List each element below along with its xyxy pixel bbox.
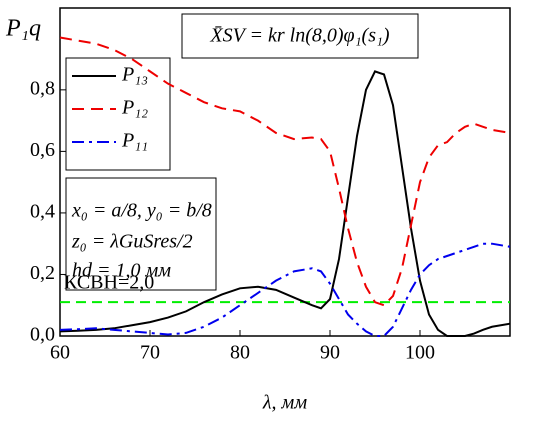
x-tick-label: 60 <box>50 342 70 364</box>
y-tick-label: 0,0 <box>30 324 55 346</box>
formula: X̄SV = kr ln(8,0)φ₁(s₁) <box>209 25 390 47</box>
plot-frame <box>59 7 511 337</box>
x-tick-label: 70 <box>140 342 160 364</box>
threshold-label: КСВН=2,0 <box>64 272 154 294</box>
y-tick-label: 0,4 <box>30 201 55 223</box>
formula-box <box>181 13 419 59</box>
param: z₀ = λGuSres/2 <box>71 231 193 253</box>
legend-label: P₁₃ <box>121 64 148 86</box>
x-axis-label: λ, мм <box>262 392 307 414</box>
y-tick-label: 0,8 <box>30 77 55 99</box>
x-tick-label: 90 <box>320 342 340 364</box>
legend-label: P₁₂ <box>121 97 148 119</box>
x-tick-label: 80 <box>230 342 250 364</box>
y-tick-label: 0,6 <box>30 139 55 161</box>
params-box <box>65 177 217 291</box>
legend-label: P₁₁ <box>121 130 148 152</box>
series-line <box>59 36 511 307</box>
series-line <box>59 242 511 337</box>
param: x₀ = a/8, y₀ = b/8 <box>71 200 212 222</box>
y-axis-label: P₁q <box>5 16 41 42</box>
x-tick-label: 100 <box>405 342 435 364</box>
y-tick-label: 0,2 <box>30 262 55 284</box>
series-line <box>59 70 511 337</box>
param: hd = 1,0 мм <box>72 260 171 282</box>
